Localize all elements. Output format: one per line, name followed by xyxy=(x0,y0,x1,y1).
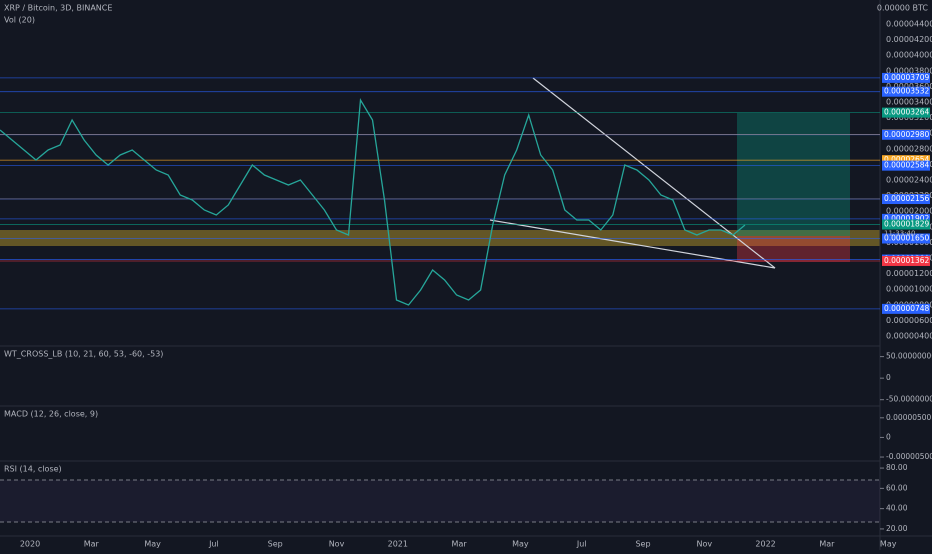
price-tick-label: 0.00004200 xyxy=(886,35,932,44)
time-label: Jul xyxy=(208,540,219,549)
trendline xyxy=(489,219,776,269)
price-label-box xyxy=(882,194,930,205)
price-tick-label: 0.00003600 xyxy=(886,82,932,91)
price-label-box xyxy=(882,155,930,166)
price-tick-label: 0.00004400 xyxy=(886,20,932,29)
indicator-label: RSI (14, close) xyxy=(4,465,62,474)
indicator-tick-label: -0.00000500 xyxy=(886,452,932,461)
price-label-box xyxy=(882,160,930,171)
stop-zone xyxy=(737,236,850,262)
countdown: 11:33:40 xyxy=(884,230,915,238)
price-tick-label: 0.00002400 xyxy=(886,176,932,185)
symbol-title: XRP / Bitcoin, 3D, BINANCE xyxy=(4,4,112,13)
indicator-tick-label: 0 xyxy=(886,373,891,382)
indicator-label: MACD (12, 26, close, 9) xyxy=(4,410,98,419)
time-label: Jul xyxy=(576,540,587,549)
time-label: 2020 xyxy=(20,540,40,549)
time-label: May xyxy=(144,540,161,549)
rsi-band xyxy=(0,480,880,522)
price-label: 0.00002584 xyxy=(884,161,930,170)
price-tick-label: 0.00000400 xyxy=(886,332,932,341)
price-label: 0.00001902 xyxy=(884,214,930,223)
time-label: May xyxy=(880,540,897,549)
price-label: 0.00000748 xyxy=(884,304,930,313)
indicator-tick-label: 80.00 xyxy=(886,463,908,472)
time-label: 2021 xyxy=(388,540,408,549)
price-label-box xyxy=(882,233,930,244)
price-line xyxy=(0,97,746,306)
indicator-label: WT_CROSS_LB (10, 21, 60, 53, -60, -53) xyxy=(4,350,163,359)
time-label: Sep xyxy=(635,540,650,549)
price-tick-label: 0.00001000 xyxy=(886,285,932,294)
indicator-tick-label: 60.00 xyxy=(886,483,908,492)
time-label: Mar xyxy=(84,540,100,549)
price-label-box xyxy=(882,72,930,83)
time-label: May xyxy=(512,540,529,549)
price-label-box xyxy=(882,107,930,118)
price-label-box xyxy=(882,219,930,230)
indicator-tick-label: 20.00 xyxy=(886,524,908,533)
time-label: Mar xyxy=(819,540,835,549)
price-label-box xyxy=(882,86,930,97)
price-tick-label: 0.00003400 xyxy=(886,98,932,107)
volume-label: Vol (20) xyxy=(4,16,35,25)
time-label: Nov xyxy=(329,540,345,549)
trendline xyxy=(532,77,776,269)
price-label: 0.00003264 xyxy=(884,108,930,117)
support-zone xyxy=(0,230,880,246)
price-tick-label: 0.00000600 xyxy=(886,316,932,325)
time-label: Sep xyxy=(268,540,283,549)
price-tick-label: 0.00002800 xyxy=(886,144,932,153)
time-label: 2022 xyxy=(755,540,775,549)
price-label: 0.00003709 xyxy=(884,73,930,82)
price-tick-label: 0.00002000 xyxy=(886,207,932,216)
indicator-tick-label: 0.00000500 xyxy=(886,413,932,422)
indicator-tick-label: 50.00000000 xyxy=(886,352,932,361)
indicator-tick-label: 40.00 xyxy=(886,504,908,513)
price-label-box xyxy=(882,213,930,224)
price-tick-label: 0.00001200 xyxy=(886,269,932,278)
price-label: 0.00001362 xyxy=(884,256,930,265)
price-tick-label: 0.00004000 xyxy=(886,51,932,60)
price-label: 0.00003532 xyxy=(884,87,930,96)
price-tick-label: 0.00003800 xyxy=(886,66,932,75)
indicator-tick-label: 0 xyxy=(886,432,891,441)
price-label: 0.00002156 xyxy=(884,194,930,203)
price-label-box xyxy=(882,303,930,314)
price-label: 0.00002654 xyxy=(884,155,930,164)
currency-label[interactable]: 0.00000 BTC xyxy=(877,4,929,13)
indicator-tick-label: -50.00000000 xyxy=(886,395,932,404)
target-zone xyxy=(737,113,850,236)
price-label-box xyxy=(882,255,930,266)
price-label: 0.00001829 xyxy=(884,220,930,229)
time-label: Nov xyxy=(696,540,712,549)
price-label-box xyxy=(882,129,930,140)
price-label: 0.00002980 xyxy=(884,130,930,139)
price-label: 0.00001650 xyxy=(884,234,930,243)
time-label: Mar xyxy=(452,540,468,549)
